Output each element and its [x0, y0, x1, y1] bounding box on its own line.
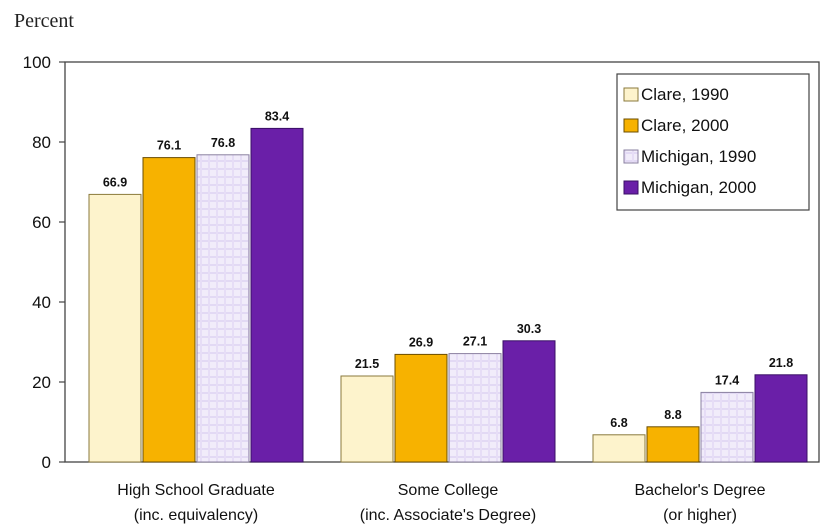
- category-label: Some College: [398, 482, 499, 499]
- y-tick-label: 20: [32, 373, 51, 392]
- y-tick-label: 0: [42, 453, 51, 472]
- bar: [142, 157, 196, 463]
- category-label: High School Graduate: [117, 482, 275, 499]
- bar: [250, 127, 304, 463]
- data-label: 17.4: [715, 373, 739, 387]
- bars: [88, 127, 808, 463]
- bar: [502, 340, 556, 463]
- bar: [340, 375, 394, 463]
- y-tick-label: 60: [32, 213, 51, 232]
- category-label: Bachelor's Degree: [634, 482, 765, 499]
- legend-entry: Michigan, 1990: [641, 147, 756, 166]
- y-axis-label: Percent: [14, 10, 74, 32]
- data-label: 83.4: [265, 109, 289, 123]
- data-label: 76.8: [211, 136, 235, 150]
- legend-swatch: [623, 118, 639, 133]
- legend-swatch: [623, 149, 639, 164]
- data-label: 21.8: [769, 356, 793, 370]
- y-tick-label: 100: [23, 53, 51, 72]
- y-tick-label: 80: [32, 133, 51, 152]
- data-label: 8.8: [664, 408, 681, 422]
- category-labels: High School Graduate (inc. equivalency) So…: [117, 482, 765, 524]
- data-label: 6.8: [610, 416, 627, 430]
- bar: [394, 353, 448, 463]
- data-label: 26.9: [409, 335, 433, 349]
- bar: [646, 426, 700, 463]
- legend-entry: Clare, 1990: [641, 85, 729, 104]
- category-label: (or higher): [663, 507, 737, 524]
- bar: [88, 193, 142, 463]
- data-labels: 66.9 21.5 6.8 76.1 26.9 8.8 76.8 27.1 17.4 83.4 30…: [103, 109, 793, 429]
- bar: [700, 391, 754, 463]
- data-label: 21.5: [355, 357, 379, 371]
- bar: [754, 374, 808, 463]
- legend-entry: Michigan, 2000: [641, 178, 756, 197]
- bar: [196, 154, 250, 463]
- legend-swatch: [623, 87, 639, 102]
- legend-entry: Clare, 2000: [641, 116, 729, 135]
- bar: [592, 434, 646, 463]
- category-label: (inc. equivalency): [134, 507, 259, 524]
- data-label: 76.1: [157, 139, 181, 153]
- legend-swatch: [623, 180, 639, 195]
- legend: Clare, 1990 Clare, 2000 Michigan, 1990 Mich…: [616, 73, 810, 211]
- y-tick-label: 40: [32, 293, 51, 312]
- data-label: 30.3: [517, 322, 541, 336]
- legend-box: [616, 73, 810, 211]
- y-axis: 0 20 40 60 80 100: [23, 53, 65, 472]
- data-label: 27.1: [463, 335, 487, 349]
- category-label: (inc. Associate's Degree): [360, 507, 536, 524]
- bar: [448, 353, 502, 463]
- data-label: 66.9: [103, 175, 127, 189]
